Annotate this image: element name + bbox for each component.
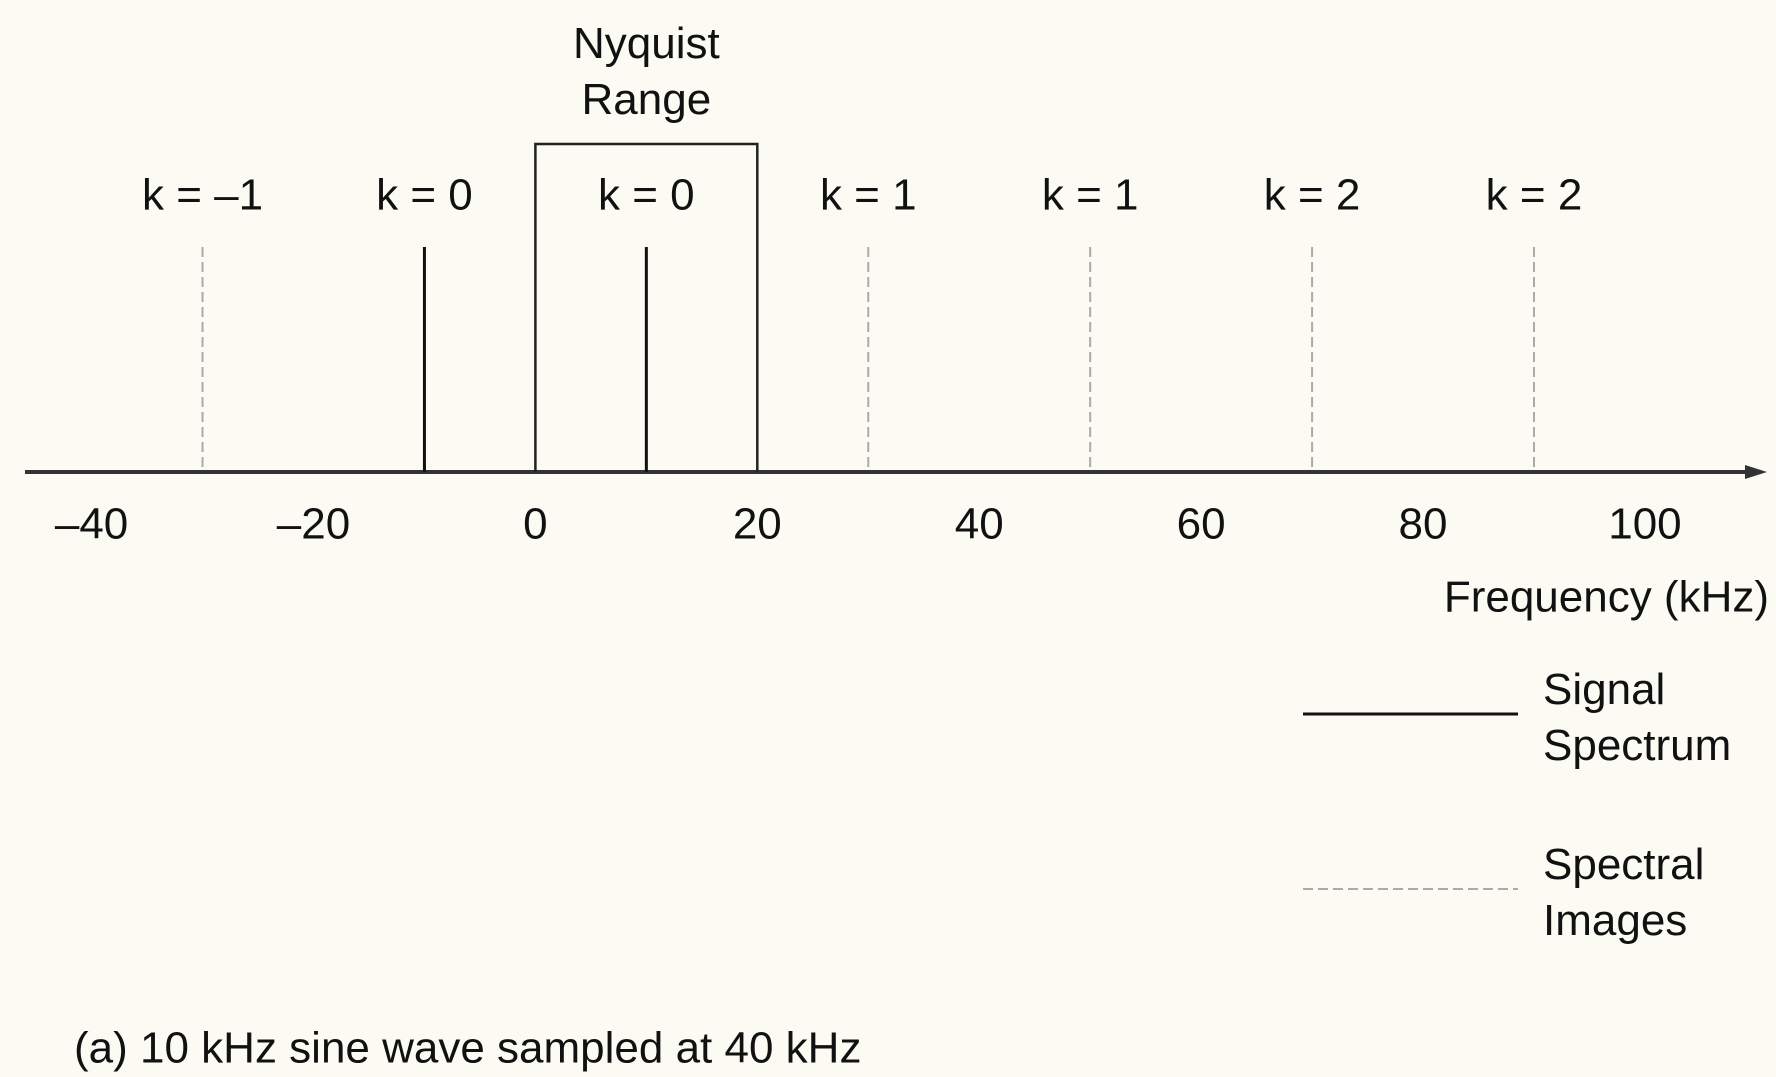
stem-label: k = 2 (1264, 171, 1361, 220)
x-tick-label: –40 (55, 500, 128, 549)
x-tick-label: 20 (733, 500, 782, 549)
stem-label: k = 0 (376, 171, 473, 220)
x-tick-label: –20 (277, 500, 350, 549)
x-tick-label: 40 (955, 500, 1004, 549)
x-tick-label: 60 (1177, 500, 1226, 549)
x-axis-label: Frequency (kHz) (1444, 573, 1769, 622)
x-tick-label: 80 (1399, 500, 1448, 549)
legend-label: Signal Spectrum (1543, 665, 1732, 770)
axis-arrow (1745, 465, 1767, 479)
caption: (a) 10 kHz sine wave sampled at 40 kHz (74, 1024, 861, 1073)
stem-label: k = 0 (598, 171, 695, 220)
stem-label: k = 2 (1486, 171, 1583, 220)
stem-label: k = –1 (142, 171, 263, 220)
nyquist-band (534, 142, 759, 472)
legend-label: Spectral Images (1543, 840, 1705, 945)
x-tick-label: 0 (523, 500, 547, 549)
stem-label: k = 1 (820, 171, 917, 220)
x-tick-label: 100 (1608, 500, 1681, 549)
band-label: Nyquist Range (572, 19, 720, 124)
stem-label: k = 1 (1042, 171, 1139, 220)
